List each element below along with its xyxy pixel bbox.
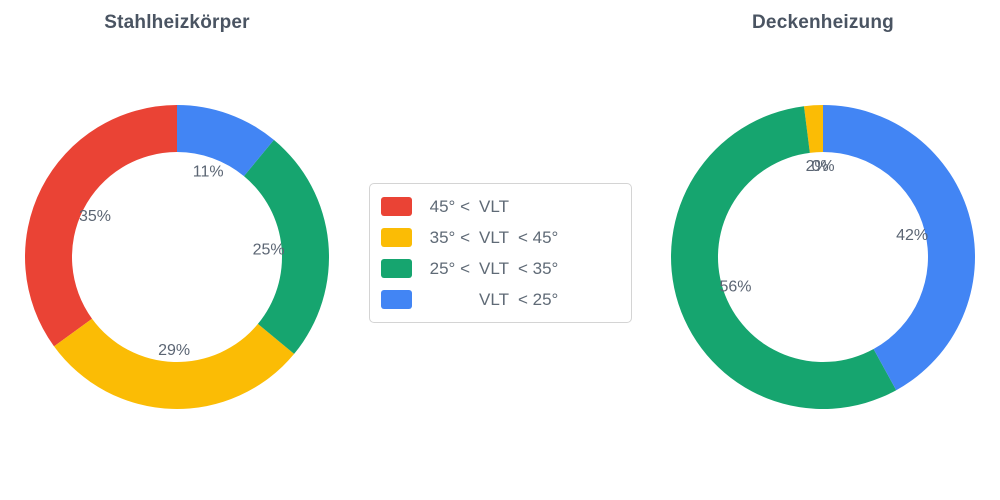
percent-label: 56% [719, 278, 751, 295]
donut-chart-deckenheizung: 0%2% 56% 42% [671, 105, 976, 410]
donut-chart-stahlheizkoerper: 35% 29% 25% 11% [25, 105, 330, 410]
percent-label: 0% [811, 158, 834, 175]
donut-slice[interactable] [671, 106, 897, 410]
donut-slice[interactable] [25, 105, 178, 347]
legend-label: VLT [479, 227, 509, 247]
chart-title-left: Stahlheizkörper [104, 12, 250, 33]
legend-label: 45° < [429, 196, 470, 216]
percent-label: 42% [896, 227, 928, 244]
legend: 45° < VLT 35° < VLT < 45° 25° < VLT < 35… [369, 183, 632, 323]
legend-swatch-yellow [381, 228, 412, 247]
legend-label: 25° < [429, 258, 470, 278]
legend-label: VLT [479, 258, 509, 278]
legend-label: < 35° [518, 258, 559, 278]
percent-label: 11% [193, 163, 224, 180]
legend-item-35-vlt-45[interactable]: 35° < VLT < 45° [381, 225, 619, 250]
percent-label: 25% [253, 241, 285, 258]
chart-title-right: Deckenheizung [752, 12, 894, 33]
donut-slice[interactable] [823, 105, 976, 391]
legend-item-vlt-25[interactable]: VLT < 25° [381, 287, 619, 312]
legend-swatch-red [381, 197, 412, 216]
percent-label: 35% [79, 208, 111, 225]
donut-slice[interactable] [803, 105, 823, 153]
donut-slice[interactable] [177, 105, 274, 177]
legend-label: 35° < [429, 227, 470, 247]
legend-label: VLT [479, 289, 509, 309]
legend-swatch-blue [381, 290, 412, 309]
legend-item-25-vlt-35[interactable]: 25° < VLT < 35° [381, 256, 619, 281]
donut-slice[interactable] [243, 139, 330, 354]
legend-label: < 25° [518, 289, 559, 309]
donut-slice[interactable] [54, 318, 295, 410]
percent-label: 2% [806, 158, 829, 175]
legend-label: < 45° [518, 227, 559, 247]
percent-label: 29% [158, 342, 190, 359]
legend-label: VLT [479, 196, 509, 216]
legend-item-45-vlt[interactable]: 45° < VLT [381, 194, 619, 219]
legend-swatch-green [381, 259, 412, 278]
